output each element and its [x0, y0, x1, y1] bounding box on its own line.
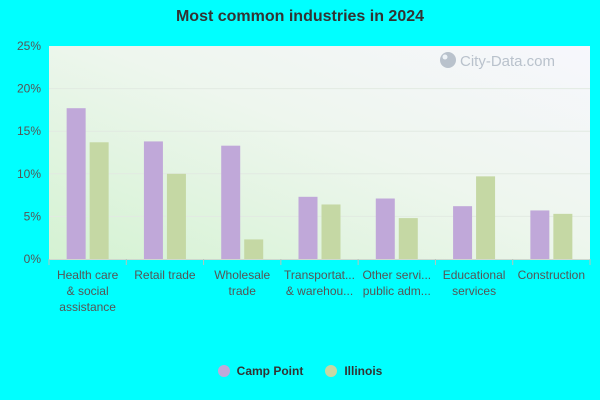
x-tick-label: Transportat... & warehou...: [284, 268, 355, 298]
y-tick-label: 10%: [17, 167, 41, 181]
bar-camp-point: [143, 141, 163, 259]
bar-illinois: [553, 213, 573, 259]
legend-label-camp-point: Camp Point: [236, 364, 304, 378]
bar-illinois: [89, 142, 109, 259]
bars: [66, 108, 573, 259]
y-tick-label: 20%: [17, 82, 41, 96]
gridlines: [49, 88, 590, 217]
bar-camp-point: [298, 196, 318, 259]
bar-illinois: [398, 218, 418, 259]
bar-camp-point: [221, 145, 241, 259]
watermark-search-icon: [440, 52, 456, 68]
legend-item-camp-point: Camp Point: [217, 364, 304, 378]
y-tick-label: 5%: [24, 209, 42, 223]
x-tick-label: Construction: [518, 268, 585, 282]
legend-label-illinois: Illinois: [344, 364, 383, 378]
y-axis: 0% 5% 10% 15% 20% 25%: [17, 39, 41, 266]
x-tick-label: Educational services: [443, 268, 506, 298]
bar-illinois: [166, 173, 186, 259]
watermark: City-Data.com: [440, 52, 555, 70]
bar-illinois: [321, 204, 341, 259]
x-tick-label: Retail trade: [134, 268, 196, 282]
x-tick-label: Other servi... public adm...: [362, 268, 431, 298]
watermark-text: City-Data.com: [460, 53, 555, 70]
y-tick-label: 25%: [17, 39, 41, 53]
bar-illinois: [244, 239, 264, 259]
legend-swatch-illinois: [325, 365, 338, 377]
legend-item-illinois: Illinois: [325, 364, 382, 378]
legend-swatch-camp-point: [217, 365, 230, 377]
y-tick-label: 0%: [24, 252, 42, 266]
bar-illinois: [476, 176, 496, 259]
bar-camp-point: [453, 206, 473, 259]
bar-camp-point: [530, 210, 550, 259]
bar-camp-point: [66, 108, 86, 259]
x-tick-label: Wholesale trade: [214, 268, 270, 298]
chart-title: Most common industries in 2024: [175, 8, 425, 25]
legend: Camp Point Illinois: [0, 364, 600, 378]
x-axis: Health care & social assistance Retail trad…: [48, 259, 591, 314]
y-tick-label: 15%: [17, 124, 41, 138]
bar-camp-point: [375, 198, 395, 259]
plot-background: [49, 46, 590, 259]
x-tick-label: Health care & social assistance: [57, 268, 119, 314]
